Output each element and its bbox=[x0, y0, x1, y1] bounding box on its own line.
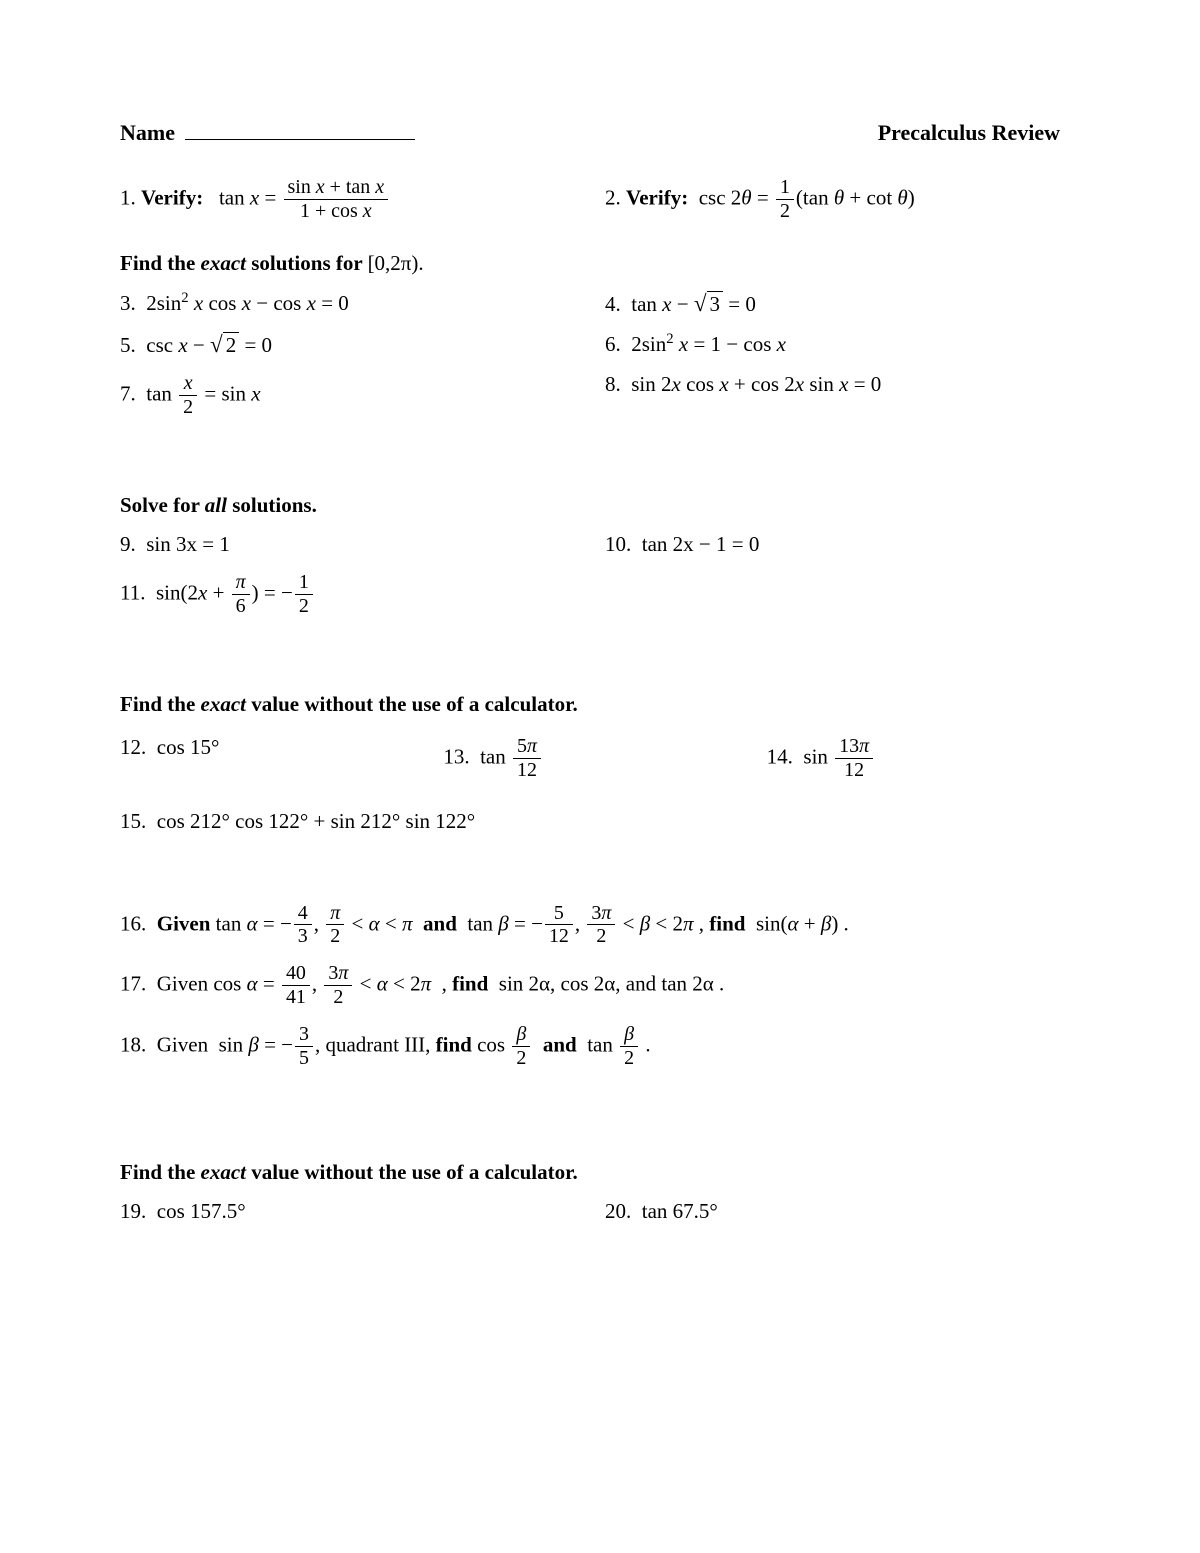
header-row: Name Precalculus Review bbox=[120, 120, 1090, 146]
problem-19: 19. cos 157.5° bbox=[120, 1199, 605, 1224]
problem-14: 14. sin 13π12 bbox=[767, 735, 1090, 782]
problem-3: 3. 2sin2 x cos x − cos x = 0 bbox=[120, 290, 605, 317]
problem-20: 20. tan 67.5° bbox=[605, 1199, 1090, 1224]
row-1-2: 1. Verify: tan x = sin x + tan x 1 + cos… bbox=[120, 176, 1090, 223]
p1-label: Verify: bbox=[141, 185, 203, 209]
p16-find: find bbox=[709, 911, 745, 935]
p9-num: 9. bbox=[120, 532, 136, 556]
problem-18: 18. Given sin β = −35, quadrant III, fin… bbox=[120, 1023, 1090, 1070]
sectD-emph: exact bbox=[201, 1160, 246, 1184]
problem-10: 10. tan 2x − 1 = 0 bbox=[605, 532, 1090, 557]
p1-num: 1. bbox=[120, 185, 136, 209]
problem-16: 16. Given tan α = −43, π2 < α < π and ta… bbox=[120, 902, 1090, 949]
problem-12: 12. cos 15° bbox=[120, 735, 443, 782]
p6-num: 6. bbox=[605, 332, 621, 356]
problem-4: 4. tan x − √3 = 0 bbox=[605, 290, 1090, 317]
p8-num: 8. bbox=[605, 372, 621, 396]
problem-6: 6. 2sin2 x = 1 − cos x bbox=[605, 331, 1090, 358]
sectC-emph: exact bbox=[201, 692, 246, 716]
problem-5: 5. csc x − √2 = 0 bbox=[120, 331, 605, 358]
sectA-interval: [0,2π). bbox=[368, 251, 424, 275]
p4-num: 4. bbox=[605, 292, 621, 316]
section-exact-solutions: Find the exact solutions for [0,2π). bbox=[120, 251, 1090, 276]
sectB-emph: all bbox=[205, 493, 227, 517]
p2-num: 2. bbox=[605, 185, 621, 209]
name-field: Name bbox=[120, 120, 415, 146]
sectC-suffix: value without the use of a calculator. bbox=[246, 692, 578, 716]
p14-num: 14. bbox=[767, 744, 793, 768]
p18-find: find bbox=[436, 1033, 472, 1057]
sectB-prefix: Solve for bbox=[120, 493, 205, 517]
p16-num: 16. bbox=[120, 911, 146, 935]
problem-11: 11. sin(2x + π6) = −12 bbox=[120, 571, 605, 618]
p5-num: 5. bbox=[120, 333, 136, 357]
page-title: Precalculus Review bbox=[878, 120, 1060, 146]
p17-tail: sin 2α, cos 2α, and tan 2α . bbox=[499, 972, 724, 996]
p19-expr: cos 157.5° bbox=[157, 1199, 246, 1223]
p10-num: 10. bbox=[605, 532, 631, 556]
problem-13: 13. tan 5π12 bbox=[443, 735, 766, 782]
worksheet-page: Name Precalculus Review 1. Verify: tan x… bbox=[0, 0, 1200, 1318]
row-9-10: 9. sin 3x = 1 10. tan 2x − 1 = 0 bbox=[120, 532, 1090, 557]
row-19-20: 19. cos 157.5° 20. tan 67.5° bbox=[120, 1199, 1090, 1224]
p18-mid: , quadrant III, bbox=[315, 1033, 436, 1057]
section-exact-value-1: Find the exact value without the use of … bbox=[120, 692, 1090, 717]
problem-9: 9. sin 3x = 1 bbox=[120, 532, 605, 557]
row-3-4: 3. 2sin2 x cos x − cos x = 0 4. tan x − … bbox=[120, 290, 1090, 317]
p20-num: 20. bbox=[605, 1199, 631, 1223]
p17-find: find bbox=[452, 972, 488, 996]
p2-half: 12 bbox=[776, 176, 794, 223]
sectD-suffix: value without the use of a calculator. bbox=[246, 1160, 578, 1184]
problem-17: 17. Given cos α = 4041, 3π2 < α < 2π , f… bbox=[120, 962, 1090, 1009]
p16-given: Given bbox=[157, 911, 211, 935]
problem-7: 7. tan x2 = sin x bbox=[120, 372, 605, 419]
p13-num: 13. bbox=[443, 744, 469, 768]
problem-8: 8. sin 2x cos x + cos 2x sin x = 0 bbox=[605, 372, 1090, 419]
row-12-13-14: 12. cos 15° 13. tan 5π12 14. sin 13π12 bbox=[120, 735, 1090, 782]
p18-num: 18. bbox=[120, 1033, 146, 1057]
p12-expr: cos 15° bbox=[157, 735, 220, 759]
p17-given: Given bbox=[157, 972, 208, 996]
problem-1: 1. Verify: tan x = sin x + tan x 1 + cos… bbox=[120, 176, 605, 223]
p2-label: Verify: bbox=[626, 185, 688, 209]
row-5-6: 5. csc x − √2 = 0 6. 2sin2 x = 1 − cos x bbox=[120, 331, 1090, 358]
p20-expr: tan 67.5° bbox=[642, 1199, 718, 1223]
p19-num: 19. bbox=[120, 1199, 146, 1223]
name-blank-line bbox=[185, 139, 415, 140]
p18-given: Given bbox=[157, 1033, 208, 1057]
p11-num: 11. bbox=[120, 580, 145, 604]
problem-15: 15. cos 212° cos 122° + sin 212° sin 122… bbox=[120, 800, 1090, 842]
p18-and: and bbox=[543, 1033, 577, 1057]
row-7-8: 7. tan x2 = sin x 8. sin 2x cos x + cos … bbox=[120, 372, 1090, 419]
sectC-prefix: Find the bbox=[120, 692, 201, 716]
p3-num: 3. bbox=[120, 291, 136, 315]
sectA-suffix: solutions for bbox=[246, 251, 368, 275]
sectD-prefix: Find the bbox=[120, 1160, 201, 1184]
p15-num: 15. bbox=[120, 809, 146, 833]
p12-num: 12. bbox=[120, 735, 146, 759]
p15-expr: cos 212° cos 122° + sin 212° sin 122° bbox=[157, 809, 475, 833]
p17-num: 17. bbox=[120, 972, 146, 996]
p9-eq: sin 3x = 1 bbox=[146, 532, 230, 556]
p7-num: 7. bbox=[120, 381, 136, 405]
sectA-emph: exact bbox=[201, 251, 246, 275]
sectA-prefix: Find the bbox=[120, 251, 201, 275]
row-11: 11. sin(2x + π6) = −12 bbox=[120, 571, 1090, 618]
sectB-suffix: solutions. bbox=[227, 493, 317, 517]
p1-fraction: sin x + tan x 1 + cos x bbox=[284, 176, 389, 223]
name-label: Name bbox=[120, 120, 175, 145]
section-all-solutions: Solve for all solutions. bbox=[120, 493, 1090, 518]
section-exact-value-2: Find the exact value without the use of … bbox=[120, 1160, 1090, 1185]
problem-2: 2. Verify: csc 2θ = 12 (tan θ + cot θ) bbox=[605, 176, 1090, 223]
p10-eq: tan 2x − 1 = 0 bbox=[642, 532, 760, 556]
p16-and: and bbox=[423, 911, 457, 935]
